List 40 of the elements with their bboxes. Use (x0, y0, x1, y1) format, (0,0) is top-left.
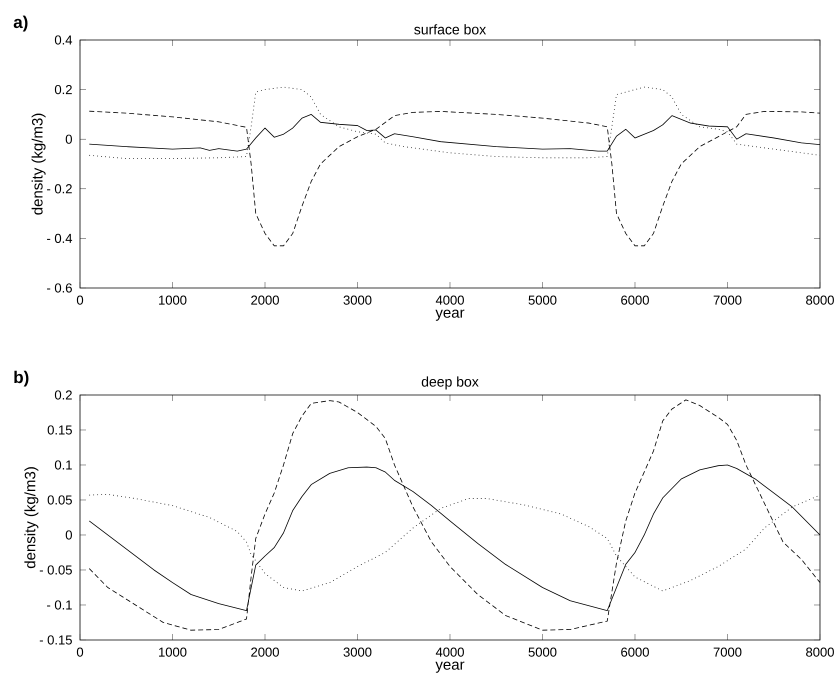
y-tick-label: - 0.05 (40, 565, 72, 575)
x-tick-label: 0 (76, 648, 84, 657)
x-tick-label: 3000 (344, 648, 372, 657)
y-tick-label: 0.05 (48, 495, 72, 505)
chart-title: surface box (414, 24, 486, 34)
x-axis-title: year (435, 310, 464, 321)
y-tick-label: 0.4 (54, 35, 72, 45)
x-axis-title: year (435, 662, 464, 673)
x-tick-label: 1000 (159, 296, 186, 305)
chart-title: deep box (422, 376, 479, 390)
y-axis-title: density (kg/m3) (24, 467, 38, 568)
y-tick-label: 0 (66, 530, 72, 540)
y-tick-label: 0.2 (54, 84, 72, 94)
y-axis-title: density (kg/m3) (32, 114, 46, 215)
x-tick-label: 7000 (714, 296, 742, 305)
y-tick-label: 0.15 (48, 425, 72, 435)
x-tick-label: 8000 (806, 648, 834, 657)
y-tick-label: - 0.15 (40, 635, 72, 645)
text: a) (14, 16, 28, 32)
text: b) (14, 370, 28, 387)
y-tick-label: 0 (66, 134, 72, 144)
x-tick-label: 7000 (714, 648, 742, 657)
y-tick-label: 0.2 (54, 390, 72, 400)
x-tick-label: 8000 (806, 296, 834, 305)
y-tick-label: - 0.2 (47, 184, 72, 194)
x-tick-label: 6000 (621, 296, 649, 305)
x-tick-label: 5000 (528, 296, 556, 305)
x-tick-label: 5000 (528, 648, 556, 657)
x-tick-label: 1000 (159, 648, 186, 657)
x-tick-label: 6000 (621, 648, 649, 657)
x-tick-label: 2000 (251, 648, 279, 657)
x-tick-label: 4000 (436, 648, 464, 657)
y-tick-label: - 0.1 (47, 600, 72, 610)
y-tick-label: - 0.6 (47, 283, 72, 293)
x-tick-label: 0 (76, 296, 84, 305)
x-tick-label: 4000 (436, 296, 464, 305)
y-tick-label: 0.1 (54, 460, 72, 470)
x-tick-label: 2000 (251, 296, 279, 305)
y-tick-label: - 0.4 (47, 234, 72, 243)
x-tick-label: 3000 (344, 296, 372, 305)
